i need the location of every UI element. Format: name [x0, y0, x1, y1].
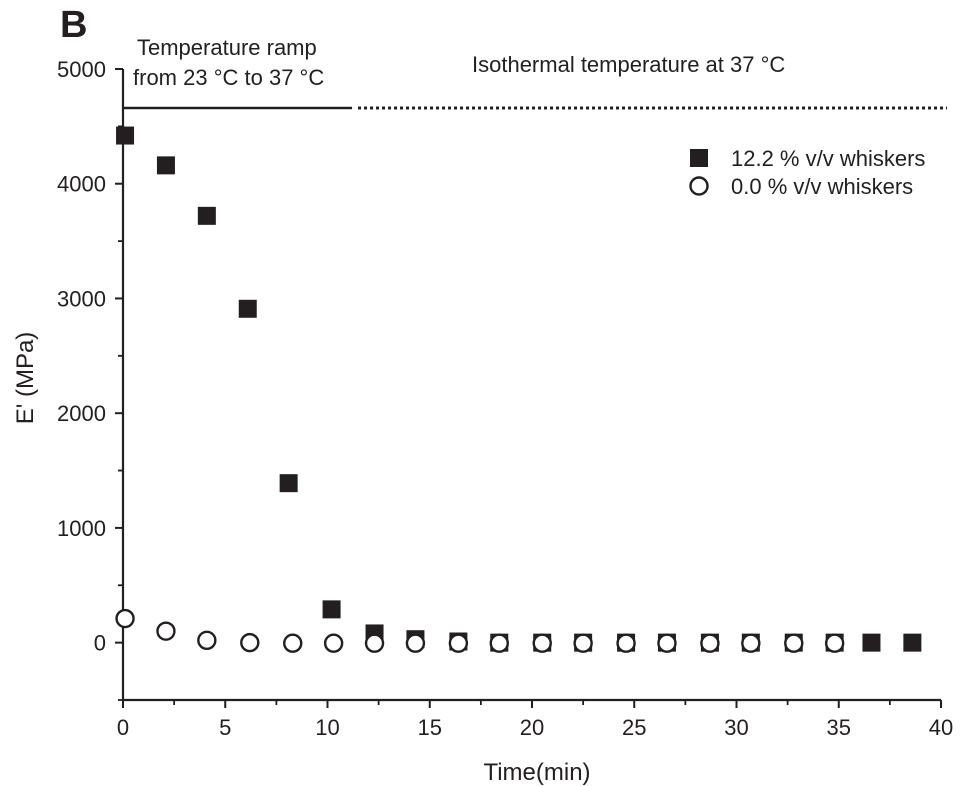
data-point-series-1	[116, 126, 135, 145]
data-point-series-2	[364, 633, 385, 653]
data-point-series-1	[903, 633, 922, 652]
x-tick-label: 0	[117, 715, 129, 740]
data-point-series-2	[489, 633, 509, 653]
x-tick-label: 15	[418, 715, 442, 740]
data-point-series-2	[700, 633, 720, 653]
x-tick-label: 5	[219, 715, 231, 740]
data-point-series-2	[156, 621, 176, 641]
x-tick-label: 20	[520, 715, 544, 740]
y-tick-label: 2000	[57, 401, 106, 426]
data-point-series-2	[616, 633, 636, 653]
x-tick-label: 35	[827, 715, 851, 740]
data-point-series-2	[115, 608, 135, 629]
x-tick-label: 30	[724, 715, 748, 740]
y-tick-label: 5000	[57, 57, 106, 82]
data-point-series-2	[405, 633, 426, 653]
y-tick-label: 1000	[57, 516, 106, 541]
y-tick-label: 0	[94, 631, 106, 656]
data-point-series-2	[573, 633, 593, 653]
panel-label: B	[60, 4, 87, 46]
axes: 0 5 10 15 20 25 30 35 40 0 1000 2000 3000 4000 5000	[57, 57, 953, 740]
x-tick-label: 10	[315, 715, 339, 740]
data-point-series-1	[238, 299, 257, 318]
data-marks	[115, 126, 922, 653]
legend: 12.2 % v/v whiskers 0.0 % v/v whiskers	[689, 146, 925, 199]
data-point-series-1	[862, 633, 881, 652]
data-point-series-2	[240, 632, 260, 653]
ramp-annotation-line2: from 23 °C to 37 °C	[133, 65, 324, 90]
data-point-series-2	[197, 630, 217, 651]
x-tick-label: 25	[622, 715, 646, 740]
ramp-annotation-line1: Temperature ramp	[137, 35, 317, 60]
y-tick-label: 3000	[57, 286, 106, 311]
data-point-series-2	[824, 633, 845, 653]
data-point-series-1	[279, 474, 298, 493]
data-point-series-2	[741, 633, 761, 653]
y-axis-label: E' (MPa)	[12, 332, 39, 425]
data-point-series-2	[657, 633, 677, 653]
isothermal-annotation: Isothermal temperature at 37 °C	[472, 52, 785, 77]
legend-marker-open-circle	[689, 176, 709, 196]
legend-label-series-2: 0.0 % v/v whiskers	[731, 174, 913, 199]
legend-label-series-1: 12.2 % v/v whiskers	[731, 146, 925, 171]
data-point-series-1	[322, 600, 341, 619]
x-tick-label: 40	[929, 715, 953, 740]
x-axis-label: Time(min)	[483, 759, 590, 786]
data-point-series-2	[784, 633, 804, 653]
y-tick-label: 4000	[57, 172, 106, 197]
legend-marker-filled-square	[690, 149, 708, 167]
data-point-series-2	[283, 633, 303, 653]
data-point-series-2	[532, 633, 552, 653]
data-point-series-2	[323, 633, 344, 653]
data-point-series-1	[197, 206, 216, 225]
data-point-series-1	[156, 156, 175, 175]
data-point-series-2	[448, 633, 469, 653]
